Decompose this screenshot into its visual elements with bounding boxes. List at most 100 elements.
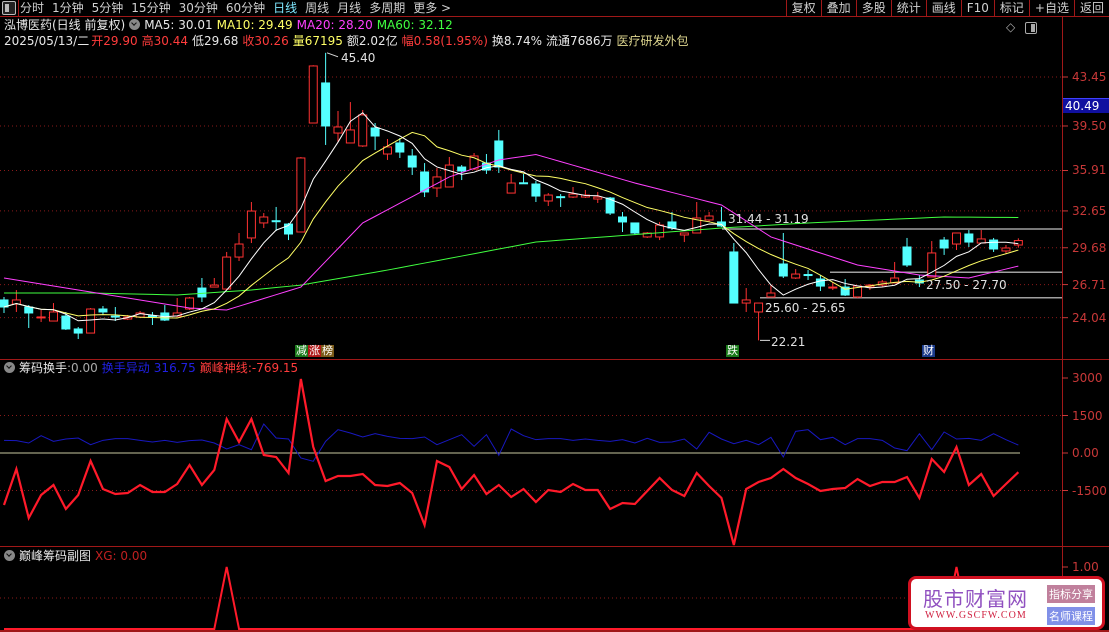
action-button[interactable]: 多股: [855, 0, 891, 16]
candle-up: [506, 182, 516, 194]
candle-up: [791, 273, 801, 279]
action-button[interactable]: 叠加: [820, 0, 856, 16]
candle-down: [284, 223, 294, 235]
action-button[interactable]: 统计: [890, 0, 926, 16]
candle-down: [531, 183, 541, 197]
candle-up: [36, 316, 46, 319]
price-tick-label: 26.71: [1072, 277, 1107, 292]
limit-list-marker[interactable]: 减涨榜: [295, 345, 334, 357]
period-tab[interactable]: 15分钟: [131, 1, 171, 15]
candle-up: [345, 129, 355, 144]
chevron-down-icon[interactable]: [129, 19, 141, 30]
candle-down: [902, 246, 912, 266]
period-tab[interactable]: 60分钟: [225, 1, 266, 15]
candle-down: [494, 140, 504, 168]
price-tick-label: 39.50: [1072, 118, 1107, 133]
action-button[interactable]: +自选: [1028, 0, 1074, 16]
price-tick-label: 43.45: [1072, 70, 1107, 84]
candle-up: [86, 308, 96, 334]
period-tabs: 分时 1分钟 5分钟 15分钟 30分钟 60分钟 日线 周线 月线 多周期 更多 >: [20, 0, 451, 16]
action-button[interactable]: 标记: [993, 0, 1029, 16]
period-tab[interactable]: 1分钟: [52, 1, 84, 15]
candle-down: [815, 278, 825, 287]
candle-down: [61, 315, 71, 330]
high-annotation: 45.40: [341, 51, 376, 65]
candle-up: [234, 243, 244, 258]
sector-label[interactable]: 医疗研发外包: [616, 34, 689, 48]
axis-divider: [1062, 17, 1063, 632]
period-tab[interactable]: 5分钟: [91, 1, 124, 15]
amount-value: 额2.02亿: [346, 34, 398, 48]
candle-up: [432, 176, 442, 189]
candle-down: [605, 197, 615, 214]
candle-up: [382, 146, 392, 155]
candle-up: [568, 193, 578, 198]
panel-toggle-icon[interactable]: [2, 1, 16, 15]
action-button[interactable]: F10: [960, 0, 994, 16]
open-label: 开: [91, 34, 104, 48]
period-tab[interactable]: 周线: [305, 1, 330, 15]
quote-line: 2025/05/13/二 开29.90 高30.44 低29.68 收30.26 量671…: [4, 34, 693, 48]
layout-toggle-icon[interactable]: [1025, 22, 1037, 34]
diamond-icon[interactable]: ◇: [1006, 20, 1016, 34]
period-tab[interactable]: 更多 >: [413, 1, 452, 15]
open-value: 29.90: [103, 34, 138, 48]
range-annotation-1: 31.44 - 31.19: [728, 212, 809, 226]
action-button[interactable]: 画线: [925, 0, 961, 16]
period-tab[interactable]: 月线: [337, 1, 362, 15]
fall-marker[interactable]: 跌: [726, 344, 739, 357]
panel-divider: [0, 630, 1109, 632]
indicator-tick-label: 3000: [1072, 371, 1103, 385]
ma60-line: [4, 216, 1019, 296]
chevron-down-icon[interactable]: [4, 550, 15, 561]
candle-down: [519, 182, 529, 185]
period-tab[interactable]: 多周期: [369, 1, 406, 15]
candle-down: [395, 142, 405, 153]
candle-down: [271, 220, 281, 223]
candle-up: [469, 155, 479, 170]
marker-char: 涨: [308, 344, 321, 357]
finance-marker[interactable]: 财: [922, 344, 935, 357]
ma10-line: [3, 131, 1019, 319]
candle-down: [407, 155, 417, 168]
period-tab[interactable]: 30分钟: [178, 1, 218, 15]
action-button[interactable]: 返回: [1073, 0, 1109, 16]
candle-up: [951, 232, 961, 245]
candle-up: [692, 217, 702, 234]
series-name: 巅峰神线: [199, 361, 248, 375]
candle-down: [630, 222, 640, 234]
marker-char: 榜: [321, 344, 334, 357]
indicator-tick-label: 1.00: [1072, 560, 1099, 574]
period-tab[interactable]: 分时: [20, 1, 45, 15]
candle-down: [729, 251, 739, 304]
action-button[interactable]: 复权: [785, 0, 821, 16]
period-tab[interactable]: 日线: [273, 1, 298, 15]
low-value: 29.68: [203, 34, 239, 48]
candle-up: [48, 311, 58, 322]
range-annotation-2: 25.60 - 25.65: [765, 301, 846, 315]
watermark-badge: 名师课程: [1047, 607, 1095, 625]
candle-down: [73, 328, 83, 334]
candle-up: [358, 114, 368, 147]
candle-up: [296, 157, 306, 233]
candle-down: [618, 216, 627, 223]
candle-up: [828, 286, 838, 289]
candle-up: [642, 232, 652, 238]
ma5-line: [3, 112, 1019, 322]
candle-down: [147, 315, 157, 318]
price-tick-label: 32.65: [1072, 203, 1107, 218]
candle-up: [655, 224, 665, 238]
candle-down: [556, 196, 566, 199]
chevron-down-icon[interactable]: [4, 362, 15, 373]
change-value: 0.58(1.95%): [413, 34, 488, 48]
action-buttons: 复权 叠加 多股 统计 画线 F10 标记 +自选 返回: [785, 0, 1109, 16]
ma20-line: [3, 153, 1019, 311]
watermark-logo: 股市财富网 WWW.GSCFW.COM 指标分享 名师课程: [908, 576, 1105, 630]
candle-down: [420, 171, 430, 193]
change-label: 幅: [401, 34, 414, 48]
candle-up: [890, 277, 900, 284]
float-value: 流通7686万: [546, 34, 613, 48]
range-annotation-3: 27.50 - 27.70: [926, 278, 1007, 292]
price-tick-label: 35.91: [1072, 163, 1107, 178]
